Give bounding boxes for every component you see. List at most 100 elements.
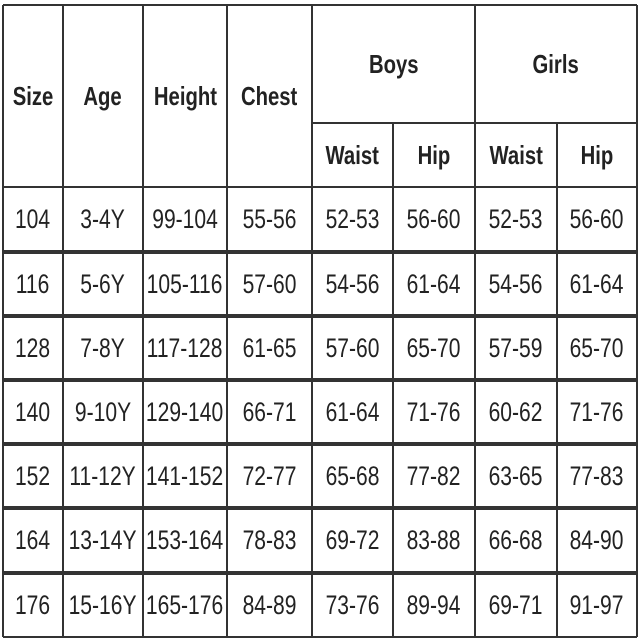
- table-cell: 117-128: [143, 316, 227, 380]
- cell-text: 65-68: [325, 460, 380, 491]
- table-cell: 128: [3, 316, 63, 380]
- table-cell: 152: [3, 444, 63, 508]
- cell-text: Boys: [368, 48, 419, 79]
- cell-text: Size: [12, 80, 54, 111]
- cell-text: 56-60: [407, 204, 461, 234]
- cell-text: 152: [15, 460, 51, 491]
- table-cell: 65-70: [557, 316, 637, 380]
- cell-text: 128: [15, 332, 51, 363]
- cell-text: 15-16Y: [69, 589, 137, 620]
- cell-text: 117-128: [147, 332, 223, 363]
- table-cell: 84-90: [557, 508, 637, 573]
- cell-text: 105-116: [147, 268, 223, 299]
- cell-text: 66-71: [242, 396, 297, 427]
- cell-text: 9-10Y: [74, 396, 132, 427]
- table-cell: 164: [3, 508, 63, 573]
- cell-text: 69-72: [325, 525, 380, 555]
- cell-text: 99-104: [152, 204, 218, 234]
- table-cell: 73-76: [312, 573, 393, 637]
- table-cell: 56-60: [557, 187, 637, 252]
- cell-text: 176: [15, 589, 51, 620]
- header-cell: Chest: [227, 5, 312, 187]
- cell-text: 63-65: [489, 460, 543, 491]
- cell-text: Waist: [325, 139, 380, 170]
- table-cell: 116: [3, 252, 63, 316]
- cell-text: 55-56: [242, 204, 297, 234]
- cell-text: Chest: [241, 80, 298, 111]
- cell-text: 7-8Y: [80, 332, 126, 363]
- table-cell: 72-77: [227, 444, 312, 508]
- table-cell: 83-88: [393, 508, 475, 573]
- cell-text: 77-83: [570, 460, 624, 491]
- table-cell: 63-65: [475, 444, 557, 508]
- table-cell: 56-60: [393, 187, 475, 252]
- cell-text: 71-76: [407, 396, 461, 427]
- cell-text: 84-89: [242, 589, 297, 620]
- cell-text: 61-64: [325, 396, 380, 427]
- cell-text: 54-56: [489, 268, 543, 299]
- cell-text: 3-4Y: [80, 204, 126, 234]
- table-cell: 77-83: [557, 444, 637, 508]
- table-cell: 9-10Y: [63, 380, 143, 444]
- table-cell: 99-104: [143, 187, 227, 252]
- cell-text: Waist: [489, 139, 543, 170]
- table-cell: 60-62: [475, 380, 557, 444]
- cell-text: 65-70: [407, 332, 461, 363]
- header-cell: Boys: [312, 5, 475, 123]
- table-cell: 65-70: [393, 316, 475, 380]
- table-cell: 105-116: [143, 252, 227, 316]
- cell-text: 11-12Y: [69, 460, 137, 491]
- table-cell: 77-82: [393, 444, 475, 508]
- table-cell: 153-164: [143, 508, 227, 573]
- table-cell: 3-4Y: [63, 187, 143, 252]
- header-cell: Girls: [475, 5, 637, 123]
- cell-text: 13-14Y: [69, 525, 137, 555]
- header-cell: Age: [63, 5, 143, 187]
- table-cell: 11-12Y: [63, 444, 143, 508]
- cell-text: 60-62: [489, 396, 543, 427]
- cell-text: 69-71: [489, 589, 543, 620]
- table-cell: 140: [3, 380, 63, 444]
- table-cell: 57-60: [312, 316, 393, 380]
- cell-text: 61-65: [242, 332, 297, 363]
- header-cell: Size: [3, 5, 63, 187]
- table-cell: 91-97: [557, 573, 637, 637]
- table-cell: 54-56: [312, 252, 393, 316]
- cell-text: Age: [83, 80, 123, 111]
- table-cell: 52-53: [312, 187, 393, 252]
- table-cell: 65-68: [312, 444, 393, 508]
- cell-text: 141-152: [146, 460, 224, 491]
- table-cell: 57-60: [227, 252, 312, 316]
- cell-text: 56-60: [570, 204, 624, 234]
- cell-text: 78-83: [242, 525, 297, 555]
- table-cell: 104: [3, 187, 63, 252]
- cell-text: 77-82: [407, 460, 461, 491]
- cell-text: 72-77: [242, 460, 297, 491]
- cell-text: Height: [153, 80, 217, 111]
- table-cell: 13-14Y: [63, 508, 143, 573]
- header-cell: Hip: [393, 123, 475, 187]
- table-cell: 61-65: [227, 316, 312, 380]
- table-cell: 66-71: [227, 380, 312, 444]
- table-cell: 55-56: [227, 187, 312, 252]
- cell-text: Hip: [417, 139, 451, 170]
- cell-text: 65-70: [570, 332, 624, 363]
- table-cell: 84-89: [227, 573, 312, 637]
- cell-text: Girls: [532, 48, 580, 79]
- cell-text: 89-94: [407, 589, 461, 620]
- table-cell: 89-94: [393, 573, 475, 637]
- header-cell: Hip: [557, 123, 637, 187]
- cell-text: 52-53: [489, 204, 543, 234]
- table-cell: 5-6Y: [63, 252, 143, 316]
- table-cell: 61-64: [393, 252, 475, 316]
- cell-text: 116: [16, 268, 50, 299]
- cell-text: 57-60: [325, 332, 380, 363]
- cell-text: 57-59: [489, 332, 543, 363]
- cell-text: 104: [15, 204, 51, 234]
- table-cell: 141-152: [143, 444, 227, 508]
- table-cell: 176: [3, 573, 63, 637]
- cell-text: 61-64: [407, 268, 461, 299]
- cell-text: 83-88: [407, 525, 461, 555]
- cell-text: 164: [15, 525, 51, 555]
